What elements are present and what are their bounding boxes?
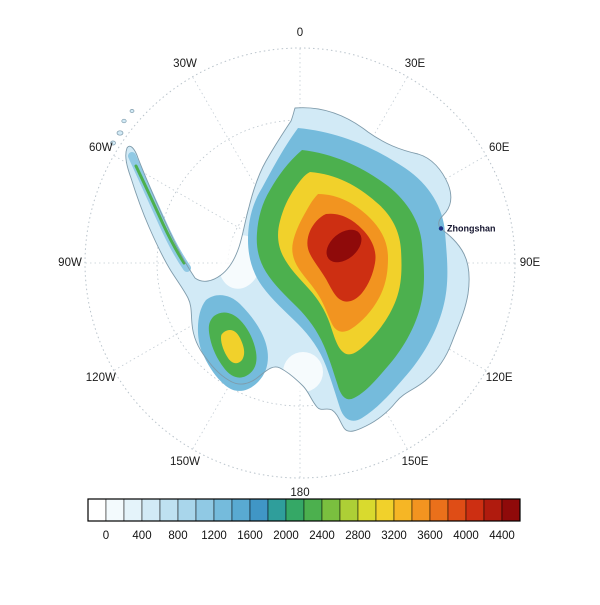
meridian-label: 60W (89, 142, 113, 154)
colorbar-cell (483, 498, 503, 522)
colorbar-tick-label: 800 (168, 530, 187, 542)
colorbar-cell (465, 498, 485, 522)
station-dot (438, 226, 444, 231)
colorbar-cell (375, 498, 395, 522)
colorbar-frame (87, 498, 521, 522)
meridian-line (113, 155, 296, 261)
colorbar-tick-label: 3600 (417, 530, 443, 542)
colorbar-cell (429, 498, 449, 522)
colorbar-tick-label: 4400 (489, 530, 515, 542)
peninsula-island (121, 118, 127, 124)
peninsula-island (129, 109, 135, 113)
meridian-labels: 0 30E 60E 90E 120E 150E 180 150W 120W 90W 60W 30W (58, 27, 540, 499)
meridian-label: 30W (173, 58, 197, 70)
colorbar-cell (195, 498, 215, 522)
meridian-label: 90W (58, 257, 82, 269)
colorbar-cell (159, 498, 179, 522)
colorbar-cell (339, 498, 359, 522)
colorbar-tick-label: 2800 (345, 530, 371, 542)
colorbar-cell (231, 498, 251, 522)
meridian-label: 120E (486, 372, 513, 384)
colorbar-tick-label: 1600 (237, 530, 263, 542)
station-label: Zhongshan (447, 224, 496, 234)
colorbar-cell (177, 498, 197, 522)
meridian-label: 150E (402, 456, 429, 468)
colorbar-cell (501, 498, 521, 522)
colorbar-cell (267, 498, 287, 522)
colorbar-cell (303, 498, 323, 522)
colorbar-cell (447, 498, 467, 522)
elevation-level-6 (326, 229, 362, 263)
meridian-label: 0 (297, 27, 303, 39)
peninsula-ridge-inner (134, 164, 186, 265)
colorbar-cell (411, 498, 431, 522)
ross-ice-shelf (283, 352, 323, 392)
colorbar-tick-label: 400 (132, 530, 151, 542)
colorbar-tick-label: 2400 (309, 530, 335, 542)
colorbar-tick-label: 3200 (381, 530, 407, 542)
colorbar-cell (105, 498, 125, 522)
colorbar-cell (357, 498, 377, 522)
station-marker-group: Zhongshan (438, 224, 496, 234)
colorbar-cell (141, 498, 161, 522)
colorbar-tick-label: 0 (103, 530, 109, 542)
colorbar-cell (321, 498, 341, 522)
meridian-label: 90E (520, 257, 541, 269)
antarctica-map (110, 107, 470, 432)
colorbar-cell (213, 498, 233, 522)
colorbar-cell (87, 498, 107, 522)
colorbar-cell (285, 498, 305, 522)
west-elevation-level-3 (221, 330, 245, 364)
meridian-label: 180 (290, 487, 309, 499)
meridian-label: 60E (489, 142, 510, 154)
colorbar: 0 400 800 1200 1600 2000 2400 2800 3200 3600 4000 4… (87, 498, 521, 542)
colorbar-cell (123, 498, 143, 522)
meridian-line (192, 76, 298, 259)
coastline (125, 107, 470, 432)
meridian-label: 30E (405, 58, 426, 70)
colorbar-cell (393, 498, 413, 522)
colorbar-cell (249, 498, 269, 522)
colorbar-tick-label: 2000 (273, 530, 299, 542)
map-boundary-circle (84, 47, 516, 479)
peninsula-island (116, 130, 124, 136)
peninsula-island (110, 140, 116, 146)
colorbar-tick-label: 4000 (453, 530, 479, 542)
meridian-label: 120W (86, 372, 116, 384)
colorbar-tick-label: 1200 (201, 530, 227, 542)
meridian-label: 150W (170, 456, 200, 468)
